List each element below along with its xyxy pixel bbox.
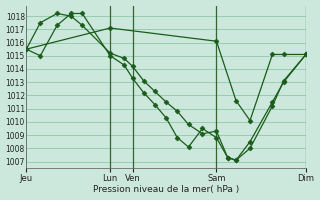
X-axis label: Pression niveau de la mer( hPa ): Pression niveau de la mer( hPa ) [93,185,239,194]
